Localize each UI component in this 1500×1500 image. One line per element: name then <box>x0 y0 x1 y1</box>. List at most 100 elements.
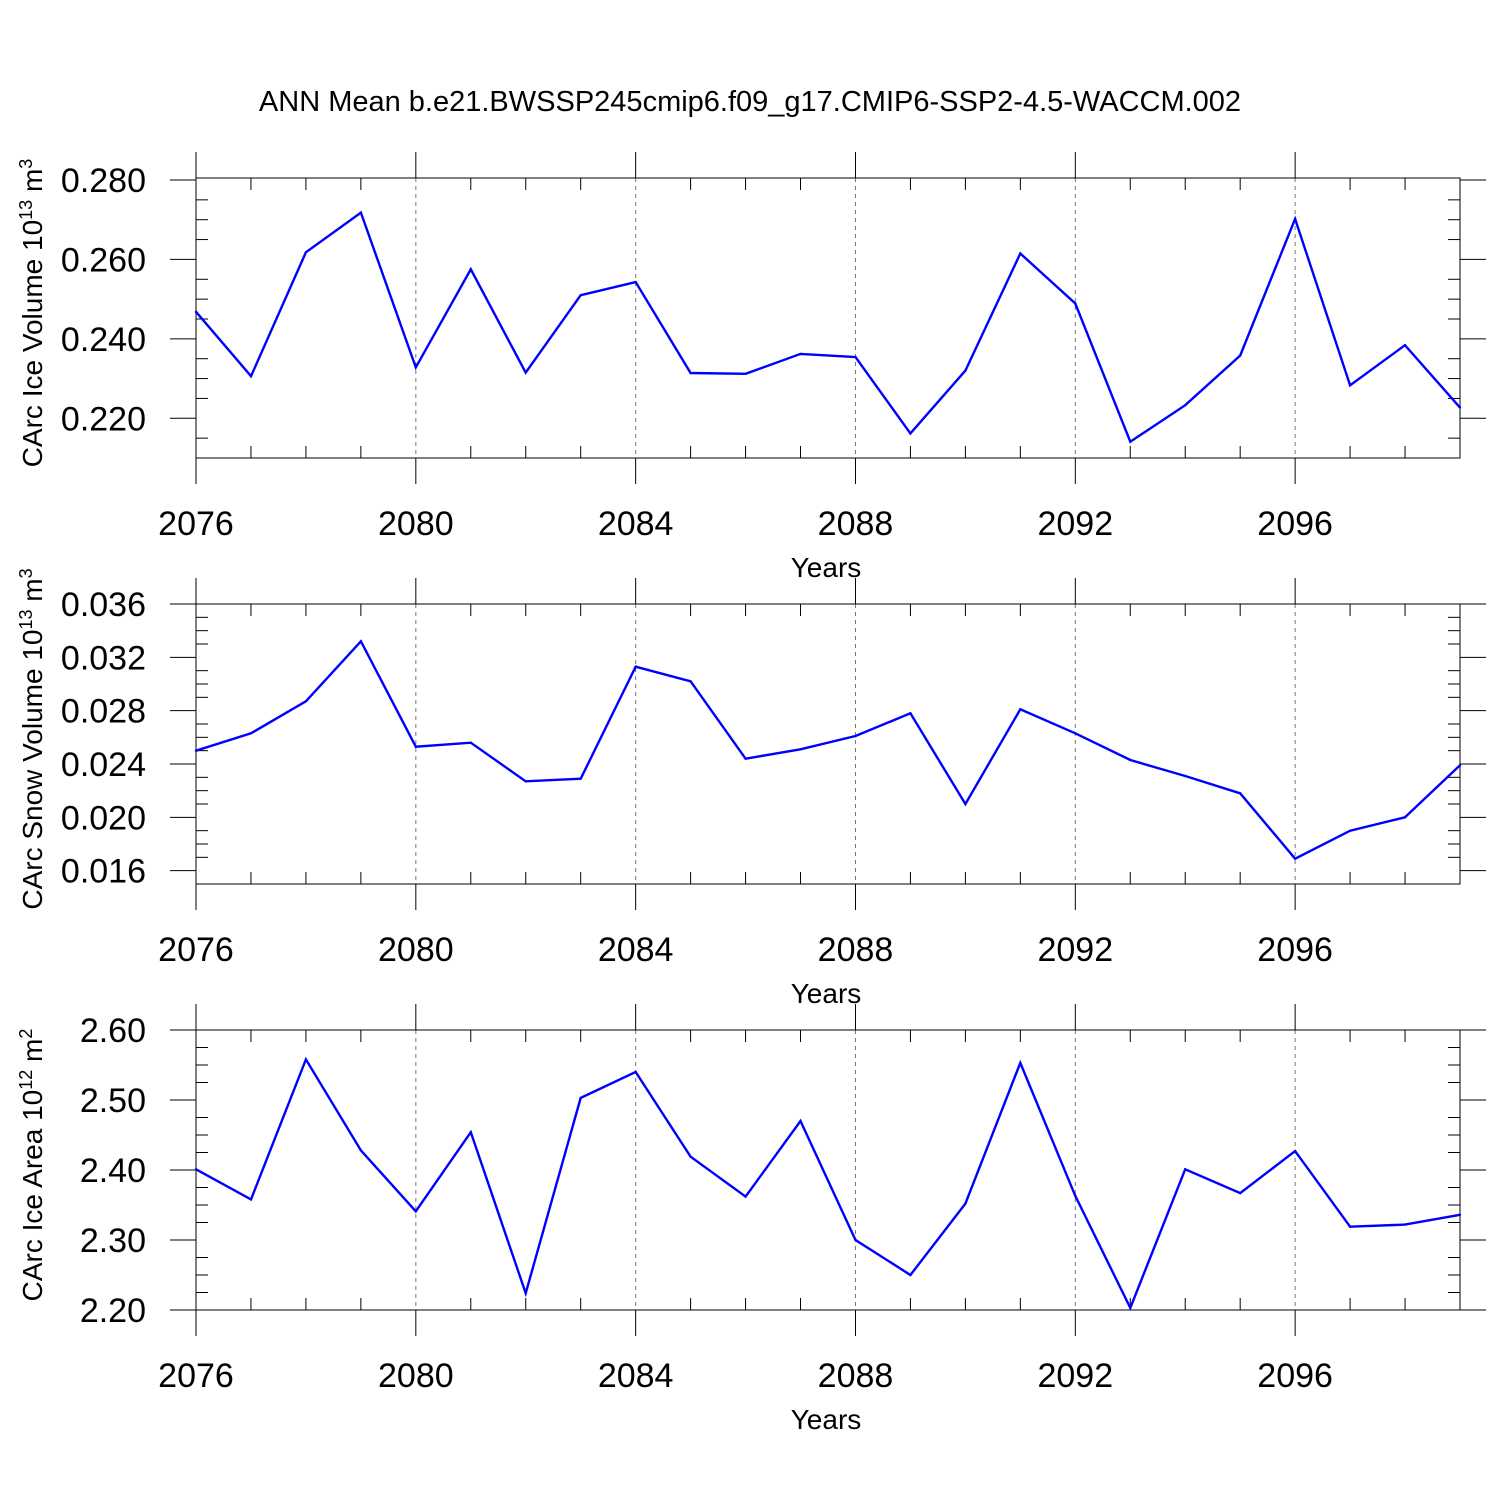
y-tick-label: 0.240 <box>61 321 146 359</box>
x-tick-label: 2096 <box>1257 931 1333 969</box>
data-point <box>634 1070 637 1074</box>
data-point <box>359 211 363 214</box>
data-point <box>1458 764 1462 767</box>
data-point <box>304 1058 308 1061</box>
data-point <box>524 1292 527 1295</box>
x-tick-label: 2088 <box>818 505 894 543</box>
y-tick-label: 0.024 <box>61 746 146 784</box>
data-point <box>414 366 418 369</box>
x-tick-label: 2084 <box>598 931 674 969</box>
data-point <box>469 1131 472 1134</box>
data-point <box>1403 344 1407 347</box>
x-tick-label: 2084 <box>598 1357 674 1395</box>
y-tick-label: 0.260 <box>61 241 146 279</box>
data-point <box>1184 1168 1187 1171</box>
data-point <box>964 369 967 372</box>
data-point <box>1348 1225 1352 1228</box>
data-point <box>744 372 747 376</box>
page-title: ANN Mean b.e21.BWSSP245cmip6.f09_g17.CMI… <box>258 86 1242 118</box>
plot-frame <box>195 603 1461 885</box>
x-tick-label: 2080 <box>378 931 454 969</box>
data-point <box>414 745 418 748</box>
y-tick-label: 2.50 <box>80 1082 146 1120</box>
data-point <box>964 1202 967 1205</box>
data-point <box>854 355 857 359</box>
data-point <box>1129 758 1132 762</box>
data-point <box>1074 1194 1077 1198</box>
data-point <box>579 293 582 297</box>
data-point <box>1403 1223 1407 1226</box>
y-tick-label: 0.036 <box>61 586 146 624</box>
data-point <box>689 1155 692 1158</box>
data-point <box>249 1198 253 1201</box>
data-point <box>799 352 802 356</box>
x-tick-label: 2096 <box>1257 505 1333 543</box>
x-tick-label: 2092 <box>1037 505 1113 543</box>
y-tick-label: 2.20 <box>80 1292 146 1330</box>
y-axis-title: CArc Snow Volume 1013 m3 <box>16 568 48 909</box>
x-tick-label: 2088 <box>818 1357 894 1395</box>
data-point <box>909 432 912 435</box>
x-tick-label: 2076 <box>158 1357 234 1395</box>
data-point <box>1129 1306 1132 1310</box>
data-point <box>1348 829 1352 832</box>
data-point <box>854 734 857 738</box>
x-tick-label: 2096 <box>1257 1357 1333 1395</box>
x-tick-label: 2080 <box>378 505 454 543</box>
data-point <box>689 680 692 683</box>
data-point <box>1184 774 1187 778</box>
x-tick-label: 2076 <box>158 931 234 969</box>
x-axis-title: Years <box>791 978 862 1009</box>
y-axis-title: CArc Ice Volume 1013 m3 <box>16 159 48 468</box>
data-point <box>1293 1149 1297 1153</box>
series-line <box>195 639 1461 861</box>
data-point <box>1293 857 1297 860</box>
data-point <box>1019 252 1022 255</box>
data-point <box>909 712 912 715</box>
data-point <box>1348 384 1352 387</box>
data-point <box>579 1096 582 1100</box>
data-point <box>1238 354 1242 357</box>
data-point <box>799 748 802 751</box>
data-point <box>1019 708 1022 711</box>
y-tick-label: 2.30 <box>80 1222 146 1260</box>
x-axis-title: Years <box>791 1404 862 1435</box>
data-point <box>1184 403 1187 407</box>
y-tick-label: 0.032 <box>61 639 146 677</box>
y-tick-label: 0.020 <box>61 799 146 837</box>
x-tick-label: 2092 <box>1037 931 1113 969</box>
data-point <box>1019 1061 1022 1065</box>
data-point <box>524 371 527 374</box>
data-point <box>634 280 637 284</box>
data-point <box>359 1149 363 1152</box>
data-point <box>414 1210 418 1213</box>
x-tick-label: 2084 <box>598 505 674 543</box>
data-point <box>249 732 253 735</box>
y-tick-label: 2.60 <box>80 1012 146 1050</box>
y-tick-label: 0.220 <box>61 400 146 438</box>
data-point <box>799 1119 802 1123</box>
series-line <box>195 1056 1461 1311</box>
data-point <box>634 665 637 668</box>
data-point <box>689 371 692 375</box>
plot-frame <box>195 177 1461 459</box>
x-tick-label: 2092 <box>1037 1357 1113 1395</box>
data-point <box>1238 1191 1242 1195</box>
data-point <box>304 251 308 254</box>
data-point <box>854 1238 857 1242</box>
data-point <box>744 1195 747 1198</box>
data-point <box>304 700 308 703</box>
y-tick-label: 0.280 <box>61 162 146 200</box>
y-axis-title: CArc Ice Area 1012 m2 <box>16 1029 48 1302</box>
data-point <box>964 802 967 806</box>
x-tick-label: 2076 <box>158 505 234 543</box>
data-point <box>1129 440 1132 443</box>
x-axis-title: Years <box>791 552 862 583</box>
data-point <box>1074 732 1077 735</box>
data-point <box>1458 1213 1462 1217</box>
data-point <box>359 640 363 643</box>
data-point <box>469 268 472 271</box>
data-point <box>194 310 198 314</box>
